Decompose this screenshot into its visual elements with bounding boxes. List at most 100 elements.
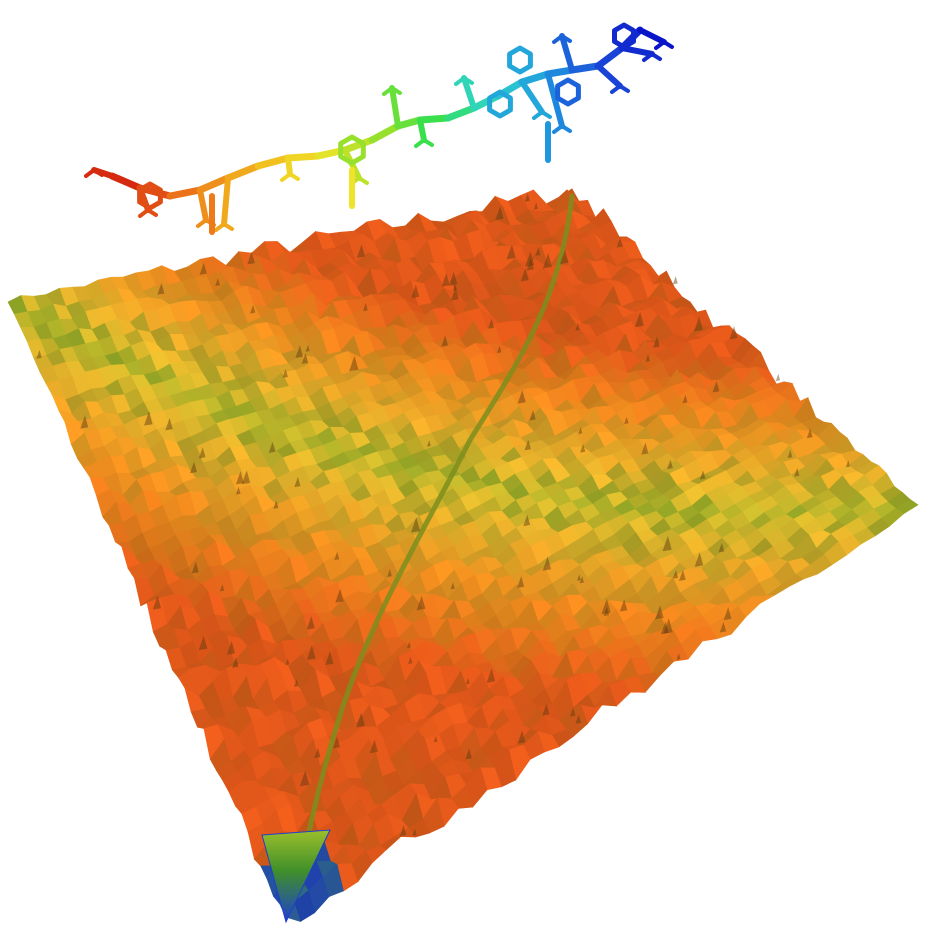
- molecule-ring: [507, 45, 533, 75]
- terrain-shadow: [806, 428, 813, 439]
- terrain-shadow: [369, 739, 378, 754]
- molecule-side-chain: [197, 187, 209, 223]
- molecule-atom-stub: [92, 168, 104, 177]
- terrain-shadow: [578, 427, 583, 434]
- terrain-shadow: [580, 443, 586, 453]
- terrain-shadow: [294, 679, 299, 687]
- terrain-shadow: [399, 825, 407, 837]
- terrain-shadow: [295, 345, 304, 359]
- terrain-shadow: [215, 278, 220, 286]
- terrain-shadow: [441, 335, 448, 347]
- terrain-shadow: [667, 459, 673, 470]
- terrain-shadow: [787, 449, 793, 458]
- terrain-shadow: [524, 439, 531, 451]
- molecule-side-chain: [545, 71, 565, 129]
- terrain-shadow: [199, 262, 207, 275]
- molecule-atom-stub: [390, 86, 402, 95]
- terrain-shadow: [165, 418, 173, 431]
- molecule-bond: [284, 152, 322, 162]
- terrain-shadow: [525, 251, 535, 267]
- molecule-atom-stub: [288, 172, 300, 181]
- molecule-atom-stub: [618, 84, 630, 93]
- terrain-shadow: [712, 380, 720, 393]
- terrain-shadow: [526, 258, 534, 271]
- molecule-bond: [196, 174, 232, 194]
- terrain-shadow: [451, 287, 459, 301]
- terrain-shadow: [506, 244, 516, 260]
- terrain-shadow: [387, 569, 392, 577]
- terrain-shadow: [845, 460, 851, 468]
- terrain-shadow: [529, 409, 536, 421]
- terrain-shadow: [486, 668, 496, 683]
- terrain-shadow: [191, 561, 199, 574]
- molecule-side-chain: [285, 155, 293, 177]
- terrain-shadow: [653, 336, 660, 348]
- terrain-shadow: [775, 373, 781, 381]
- molecule-bond: [416, 114, 452, 124]
- molecule-side-chain: [637, 27, 667, 45]
- terrain-shadow: [198, 447, 206, 459]
- terrain-shadow: [452, 283, 457, 291]
- terrain-shadow: [517, 390, 526, 404]
- terrain-shadow: [294, 476, 301, 488]
- molecule-side-chain: [221, 175, 231, 227]
- molecule-atom-stub: [662, 40, 674, 49]
- terrain-shadow: [723, 607, 732, 621]
- terrain-shadow: [356, 712, 366, 728]
- molecule-ball-and-stick: [84, 22, 674, 235]
- terrain-shadow: [306, 616, 315, 630]
- terrain-shadow: [645, 354, 650, 362]
- terrain-shadow: [517, 576, 525, 588]
- molecule-bond: [108, 172, 144, 192]
- terrain-shadow: [411, 284, 420, 298]
- terrain-shadow: [198, 635, 208, 651]
- terrain-shadow: [273, 500, 279, 509]
- terrain-shadow: [314, 747, 321, 759]
- terrain-shadow: [157, 283, 165, 295]
- molecule-bond: [444, 104, 478, 122]
- terrain-shadow: [250, 304, 256, 314]
- surface-facet: [594, 685, 617, 708]
- terrain-shadow: [676, 653, 681, 660]
- terrain-shadow: [523, 514, 531, 527]
- terrain-shadow: [306, 645, 316, 660]
- terrain-shadow: [190, 461, 197, 474]
- terrain-shadow: [634, 311, 644, 328]
- terrain-shadow: [80, 415, 89, 429]
- terrain-shadow: [450, 582, 455, 590]
- molecule-bond: [341, 136, 376, 154]
- molecule-atom-stub: [650, 52, 662, 61]
- molecule-atom-stub: [560, 124, 572, 133]
- terrain-shadow: [268, 441, 276, 453]
- molecule-side-chain: [417, 117, 427, 143]
- terrain-shadow: [408, 656, 413, 664]
- terrain-shadow: [575, 323, 580, 331]
- molecule-bond: [568, 62, 602, 74]
- terrain-shadow: [624, 416, 629, 424]
- terrain-shadow: [407, 641, 411, 649]
- terrain-shadow: [570, 707, 576, 717]
- terrain-shadow: [448, 271, 458, 286]
- terrain-shadow: [226, 641, 235, 655]
- molecule-ring: [137, 181, 163, 211]
- molecule-ring: [487, 89, 513, 119]
- terrain-shadow: [520, 268, 529, 282]
- molecule-side-chain: [595, 63, 623, 89]
- terrain-shadow: [441, 272, 450, 287]
- terrain-shadow: [603, 607, 610, 616]
- terrain-shadow: [729, 326, 738, 340]
- terrain-shadow: [433, 735, 438, 743]
- terrain-shadow: [655, 605, 664, 620]
- terrain-shadow: [282, 368, 288, 378]
- terrain-shadow: [356, 244, 365, 258]
- terrain-shadow: [285, 658, 290, 665]
- terrain-shadow: [694, 552, 704, 567]
- terrain-shadow: [542, 703, 550, 716]
- terrain-shadow: [672, 570, 679, 579]
- molecule-ring: [338, 134, 366, 166]
- terrain-shadow: [663, 618, 673, 634]
- molecule-atom-stub: [560, 34, 572, 43]
- terrain-shadow: [411, 517, 421, 533]
- terrain-shadow: [305, 344, 310, 352]
